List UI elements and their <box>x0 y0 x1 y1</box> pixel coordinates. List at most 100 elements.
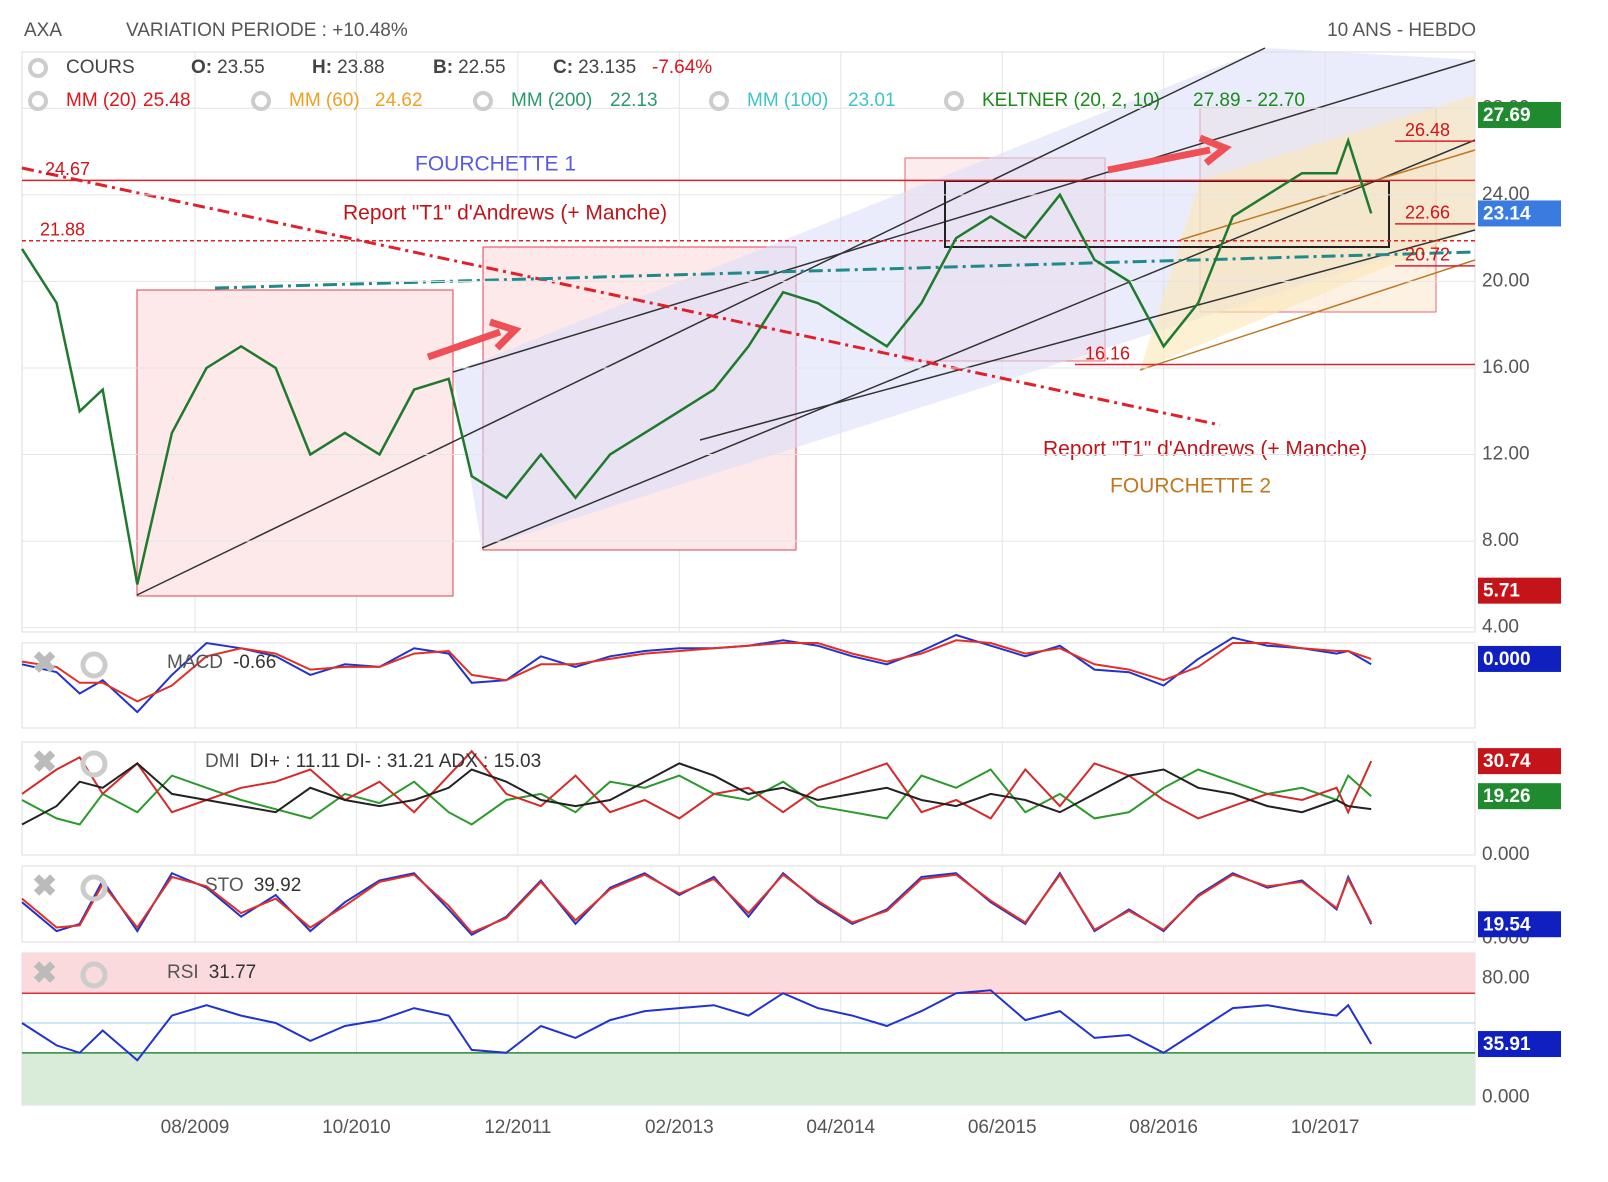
panel-frame <box>21 865 1476 943</box>
badge-label: 19.54 <box>1483 914 1531 935</box>
arrow <box>1107 134 1232 174</box>
x-tick-label: 12/2011 <box>484 1117 551 1138</box>
badge-label: 19.26 <box>1483 786 1531 807</box>
x-tick-label: 04/2014 <box>806 1117 875 1138</box>
zone-box <box>136 289 454 597</box>
legend-value: 23.01 <box>848 90 896 111</box>
legend-value: 27.89 - 22.70 <box>1193 90 1305 111</box>
level-label: 16.16 <box>1085 343 1130 363</box>
value-badge <box>1478 1031 1561 1058</box>
badge-label: 0.000 <box>1483 649 1531 670</box>
legend-label: MM (200) <box>511 90 592 111</box>
x-tick-label: 10/2017 <box>1291 1117 1360 1138</box>
y-tick-label: 24.00 <box>1482 184 1530 205</box>
legend-value: 22.55 <box>458 57 506 78</box>
legend-value: 24.62 <box>375 90 423 111</box>
panel-icon <box>80 651 108 679</box>
fork-1 <box>453 48 1475 548</box>
legend-label: COURS <box>66 57 135 78</box>
value-badge <box>1478 200 1561 227</box>
panel-title: MACD <box>167 652 223 673</box>
symbol: AXA <box>24 20 62 41</box>
layout-shapes <box>21 47 1476 597</box>
annotation: FOURCHETTE 2 <box>1110 475 1271 498</box>
panel-icon: ✖ <box>32 870 57 903</box>
series-line <box>21 639 1372 703</box>
andrews-line <box>21 166 1221 427</box>
annotation: Report "T1" d'Andrews (+ Manche) <box>1043 438 1367 461</box>
legend-key: H: <box>312 57 332 78</box>
fork-line <box>452 59 1476 373</box>
legend-value: 23.135 <box>578 57 636 78</box>
panel-frame <box>21 51 1476 633</box>
series-line <box>21 749 1373 820</box>
gear-icon <box>28 58 48 78</box>
series-line <box>21 768 1372 826</box>
series-line <box>21 989 1373 1062</box>
value-badge <box>1478 748 1561 775</box>
y-tick-label: 8.00 <box>1482 530 1519 551</box>
panel-icon: ✖ <box>32 647 57 680</box>
legend-value: 23.88 <box>337 57 385 78</box>
panel-title: DMI <box>205 751 240 772</box>
legend-key: C: <box>553 57 573 78</box>
series-line <box>21 762 1372 826</box>
arrow <box>426 318 522 361</box>
legend-value: 25.48 <box>143 90 191 111</box>
legend-label: MM (20) <box>66 90 137 111</box>
panel-value: DI+ : 11.11 DI- : 31.21 ADX : 15.03 <box>250 751 541 772</box>
x-tick-label: 06/2015 <box>968 1117 1037 1138</box>
y-tick-label: 16.00 <box>1482 357 1530 378</box>
fork-line <box>699 229 1476 441</box>
panel-value: 31.77 <box>209 962 257 983</box>
legend-value: 23.55 <box>217 57 265 78</box>
x-tick-label: 02/2013 <box>645 1117 714 1138</box>
legend-key: O: <box>191 57 212 78</box>
y-tick-label: 80.00 <box>1482 967 1530 988</box>
fork-2 <box>1140 95 1475 370</box>
gear-icon <box>709 91 729 111</box>
value-badge <box>1478 645 1561 672</box>
gear-icon <box>251 91 271 111</box>
annotation: Report "T1" d'Andrews (+ Manche) <box>343 202 667 225</box>
gear-icon <box>473 91 493 111</box>
legend-label: MM (100) <box>747 90 828 111</box>
series-line <box>21 872 1373 934</box>
badge-label: 5.71 <box>1483 581 1520 602</box>
series-line <box>20 136 1373 585</box>
badge-label: 27.69 <box>1483 105 1531 126</box>
value-badge <box>1478 911 1561 938</box>
panel-title: STO <box>205 875 244 896</box>
gear-icon <box>944 91 964 111</box>
panel-icon <box>80 750 108 778</box>
legend-label: MM (60) <box>289 90 360 111</box>
panel-frame <box>21 741 1476 856</box>
y-tick-label: 4.00 <box>1482 617 1519 638</box>
x-tick-label: 08/2016 <box>1129 1117 1198 1138</box>
value-badge <box>1478 101 1561 128</box>
y-tick-label: 20.00 <box>1482 270 1530 291</box>
y-tick-label: 0.000 <box>1482 844 1530 865</box>
y-tick-label: 0.000 <box>1482 1087 1530 1108</box>
support-line <box>214 250 1476 290</box>
x-tick-label: 10/2010 <box>322 1117 391 1138</box>
level-label: 24.67 <box>45 159 90 179</box>
fork-line <box>481 139 1476 549</box>
level-label: 22.66 <box>1405 203 1450 223</box>
badge-label: 23.14 <box>1483 203 1531 224</box>
panel-title: RSI <box>167 962 199 983</box>
level-label: 20.72 <box>1405 245 1450 265</box>
panel-frame <box>21 642 1476 729</box>
badge-label: 30.74 <box>1483 751 1531 772</box>
x-tick-label: 08/2009 <box>161 1117 230 1138</box>
fork-line <box>1139 259 1476 371</box>
legend-value: 22.13 <box>610 90 658 111</box>
level-label: 26.48 <box>1405 120 1450 140</box>
gear-icon <box>28 91 48 111</box>
legend-label: KELTNER (20, 2, 10) <box>982 90 1160 111</box>
value-badge <box>1478 783 1561 810</box>
series-line <box>21 633 1372 714</box>
y-tick-label: 12.00 <box>1482 444 1530 465</box>
panel-value: 39.92 <box>254 875 302 896</box>
